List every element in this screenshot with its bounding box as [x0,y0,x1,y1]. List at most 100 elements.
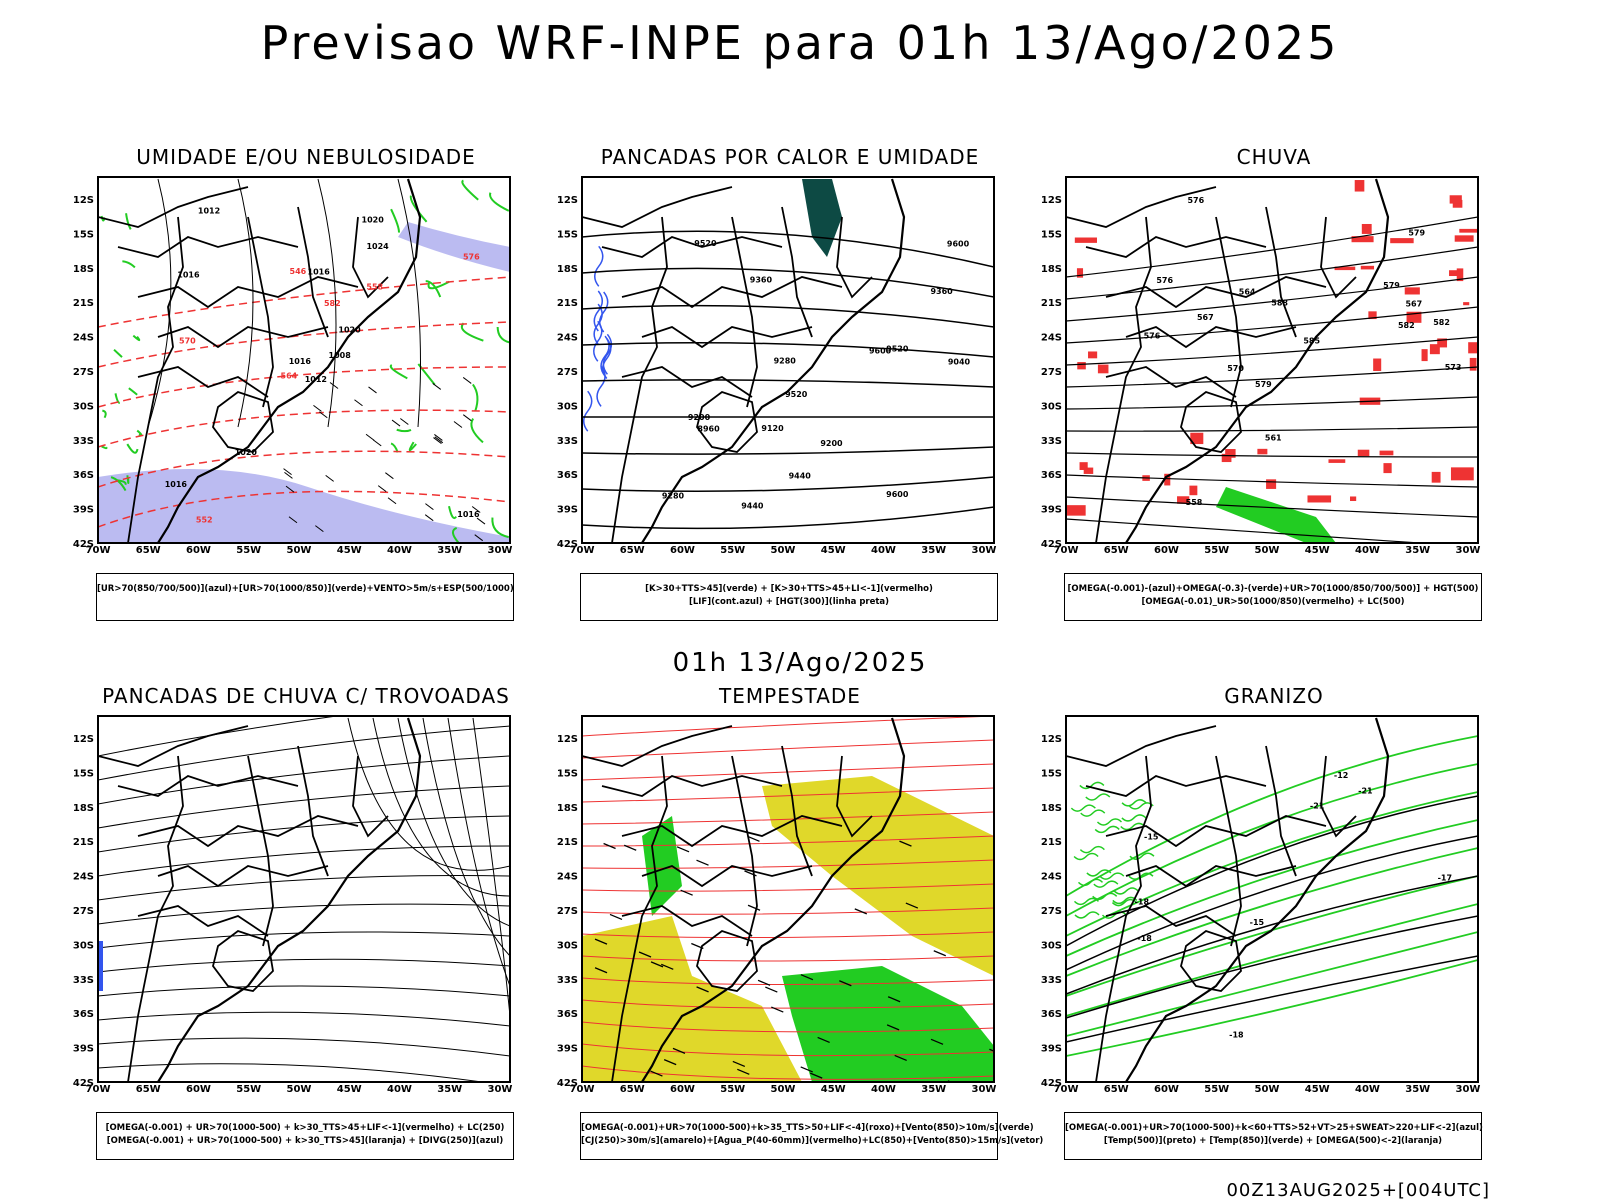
heat-shower-area [802,179,842,257]
rain-area [1406,311,1422,323]
country-border [601,236,783,258]
rain-strong-area [1216,487,1336,543]
wind-vector [933,950,947,957]
strong-wind-area [642,816,682,916]
rain-area [1368,311,1377,320]
lon-label: 70W [570,1084,595,1095]
temp500-contour [1066,955,1478,1043]
temp850-contour [1070,804,1096,812]
lon-label: 60W [670,1084,695,1095]
country-border [641,865,813,888]
wind-vector [800,974,814,981]
country-border [117,236,299,258]
country-border [641,326,813,349]
panel-title: UMIDADE E/OU NEBULOSIDADE [136,145,476,169]
lon-label: 65W [1104,545,1129,556]
wind-vector [434,436,444,444]
rain-area [1077,362,1086,370]
panel-legend: [OMEGA(-0.001) + UR>70(1000-500) + k>30_… [96,1112,514,1160]
lon-label: 45W [1305,545,1330,556]
contour-label: 546 [290,267,307,276]
temp850-contour [1066,959,1478,1057]
country-border [1320,216,1357,299]
wind-vector [623,844,637,851]
map-pancadas-calor: 9600960095209520944093609280920091209040… [557,176,996,556]
country-border [601,775,783,797]
rain-area [1454,235,1474,242]
country-border [781,206,813,338]
lat-label: 21S [557,298,578,309]
lon-label: 55W [720,1084,745,1095]
legend-line: [UR>70(850/700/500)](azul)+[UR>70(1000/8… [97,584,514,594]
rain-area [1373,358,1382,371]
lat-label: 18S [557,264,578,275]
coastline [1125,178,1390,543]
lat-label: 36S [1041,1009,1062,1020]
contour-label: 1016 [165,480,188,489]
wind-vector [661,963,674,970]
country-border [1320,755,1357,838]
wind-vector [476,517,486,525]
temp850-contour [1096,818,1122,826]
lat-label: 30S [1041,940,1062,951]
legend-line: [OMEGA(-0.01)_UR>50(1000/850)(vermelho) … [1141,597,1405,607]
contour-label: 9600 [869,346,892,355]
wind-vector [747,835,760,842]
height-contour [582,341,994,358]
streamline [98,785,510,829]
coastline [641,717,906,1082]
lon-label: 40W [871,1084,896,1095]
wind-vector [453,421,463,428]
country-border [611,755,668,1082]
streamline-850 [582,859,994,869]
humidity-contour [389,364,408,380]
wind-vector [315,525,324,533]
wind-vector [899,840,912,847]
lon-label: 40W [1355,545,1380,556]
temp850-contour [1121,814,1147,822]
contour-label: 1020 [235,448,258,457]
height-contour [582,476,994,493]
wind-vector [638,951,652,958]
lat-label: 24S [73,333,94,344]
country-border [1180,390,1242,453]
pressure-contour [397,178,421,428]
wind-vector [854,908,868,915]
humidity-contour [113,348,123,358]
contour-label: 576 [1144,332,1161,341]
rain-area [1421,349,1428,362]
lat-label: 30S [73,401,94,412]
temp850-contour [1066,791,1478,937]
legend-line: [LIF](cont.azul) + [HGT(300)](linha pret… [688,597,890,607]
streamline [98,1011,510,1027]
rain-area [1360,265,1375,270]
lat-label: 15S [73,229,94,240]
wind-vector [989,1048,994,1052]
humidity-contour [448,505,457,520]
rain-area [1334,266,1356,271]
map-frame [1065,715,1479,1083]
wind-vector [471,506,481,513]
wind-vector [365,433,375,441]
country-border [621,905,753,937]
humidity-contour [409,195,428,223]
streamline-850 [582,883,994,892]
contour-label: -15 [1250,918,1265,927]
lon-label: 70W [570,545,595,556]
temp850-contour [1066,875,1478,997]
panel-title: PANCADAS POR CALOR E UMIDADE [600,145,980,169]
streamline [98,1037,510,1057]
country-border [127,216,184,543]
lat-label: 42S [557,539,578,550]
wind-vector [377,485,387,493]
streamline [1066,366,1478,388]
lon-label: 55W [720,545,745,556]
contour-label: 582 [324,299,341,308]
country-border [98,186,249,228]
lat-label: 39S [557,1044,578,1055]
rain-area [1225,449,1236,458]
country-border [1215,216,1242,408]
country-border [137,815,359,848]
